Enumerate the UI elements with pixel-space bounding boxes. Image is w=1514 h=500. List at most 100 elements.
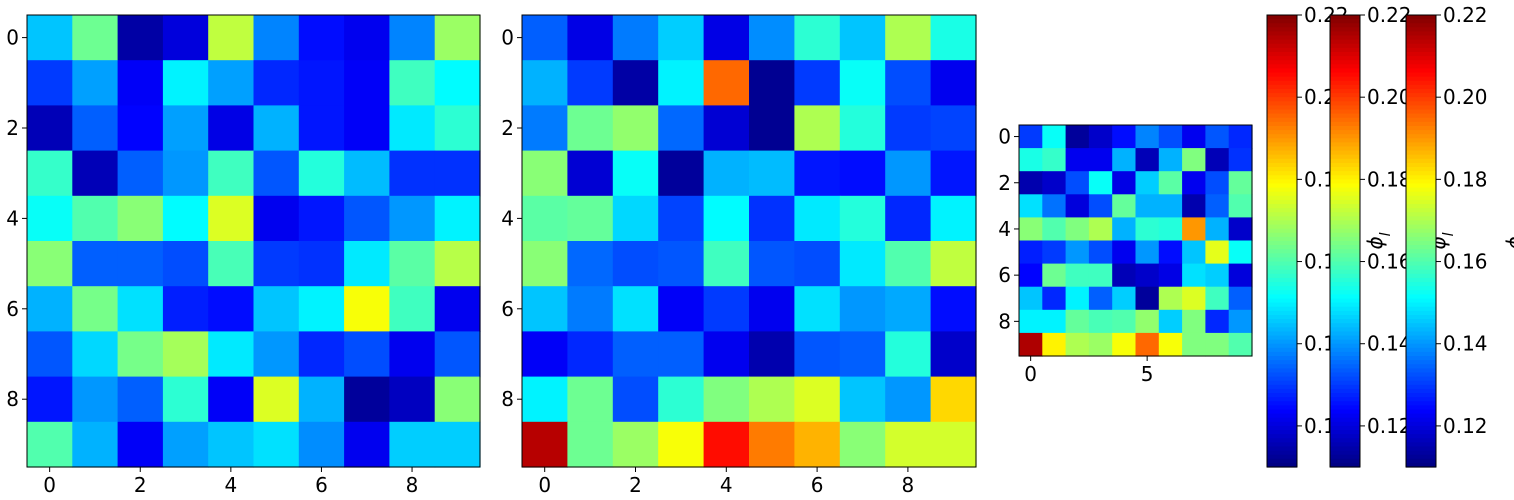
heatmap-cell bbox=[389, 15, 436, 61]
heatmap-cell bbox=[1158, 148, 1183, 172]
colorbar-segment bbox=[1330, 327, 1360, 332]
colorbar-tick-label: 0.14 bbox=[1367, 332, 1412, 356]
heatmap-cell bbox=[389, 286, 436, 332]
heatmap-cell bbox=[344, 15, 390, 61]
heatmap-cell bbox=[1042, 286, 1067, 311]
heatmap-cell bbox=[344, 241, 390, 287]
colorbar-segment bbox=[1330, 323, 1360, 328]
colorbar-segment bbox=[1267, 458, 1297, 464]
heatmap-cell bbox=[567, 195, 614, 242]
colorbar-segment bbox=[1330, 236, 1360, 242]
heatmap-cell bbox=[522, 60, 568, 106]
heatmap-cell bbox=[434, 195, 481, 242]
colorbar-segment bbox=[1406, 331, 1436, 337]
colorbar-segment bbox=[1406, 208, 1436, 213]
colorbar-segment bbox=[1406, 117, 1436, 123]
colorbar-segment bbox=[1267, 43, 1297, 49]
heatmap-cell bbox=[1182, 217, 1206, 242]
heatmap-cell bbox=[253, 421, 300, 468]
colorbar-2: 0.12 0.14 0.16 0.18 0.20 0.22 ϕl bbox=[1329, 3, 1457, 468]
colorbar-segment bbox=[1330, 183, 1360, 189]
colorbar-segment bbox=[1330, 93, 1360, 98]
y-tick-label: 0 bbox=[501, 26, 514, 50]
heatmap-cell bbox=[749, 60, 795, 106]
colorbar-segment bbox=[1267, 15, 1297, 20]
colorbar-segment bbox=[1267, 84, 1297, 90]
colorbar-segment bbox=[1406, 364, 1436, 369]
heatmap-cell bbox=[1135, 332, 1160, 357]
colorbar-segment bbox=[1330, 167, 1360, 172]
colorbar-segment bbox=[1330, 130, 1360, 135]
heatmap-cell bbox=[27, 105, 73, 152]
heatmap-cell bbox=[162, 286, 209, 332]
colorbar-segment bbox=[1267, 175, 1297, 180]
heatmap-cell bbox=[117, 286, 164, 332]
colorbar-segment bbox=[1267, 23, 1297, 28]
heatmap-cell bbox=[1065, 217, 1090, 242]
heatmap-cell bbox=[1019, 217, 1043, 242]
heatmap-cell bbox=[522, 286, 568, 332]
colorbar-segment bbox=[1330, 195, 1360, 201]
colorbar-segment bbox=[1330, 356, 1360, 361]
heatmap-cell bbox=[434, 15, 481, 61]
colorbar-segment bbox=[1406, 51, 1436, 57]
heatmap-cell bbox=[1135, 240, 1160, 265]
colorbar-segment bbox=[1406, 393, 1436, 398]
colorbar-segment bbox=[1267, 56, 1297, 61]
heatmap-cell bbox=[298, 376, 345, 423]
colorbar-segment bbox=[1267, 241, 1297, 246]
colorbar-segment bbox=[1330, 290, 1360, 296]
colorbar-label-subscript: l bbox=[1378, 232, 1394, 236]
heatmap-cell bbox=[253, 15, 300, 61]
heatmap-cell bbox=[117, 15, 164, 61]
heatmap-cell bbox=[1112, 240, 1137, 265]
heatmap-cell bbox=[885, 421, 932, 468]
colorbar-segment bbox=[1406, 462, 1436, 468]
heatmap-cell bbox=[1088, 217, 1113, 242]
colorbar-segment bbox=[1330, 277, 1360, 283]
colorbar-segment bbox=[1406, 232, 1436, 238]
colorbar-segment bbox=[1406, 253, 1436, 259]
heatmap-cell bbox=[27, 15, 73, 61]
colorbar-segment bbox=[1267, 121, 1297, 127]
colorbar-segment bbox=[1406, 401, 1436, 406]
colorbar-segment bbox=[1330, 430, 1360, 435]
heatmap-cell bbox=[522, 15, 568, 61]
heatmap-cell bbox=[703, 376, 750, 423]
heatmap-cell bbox=[839, 195, 886, 242]
heatmap-cell bbox=[885, 105, 932, 152]
heatmap-cell bbox=[253, 195, 300, 242]
colorbar-segment bbox=[1267, 290, 1297, 296]
colorbar-segment bbox=[1267, 269, 1297, 275]
colorbar-segment bbox=[1330, 450, 1360, 456]
heatmap-cell bbox=[298, 105, 345, 152]
heatmap-cell bbox=[434, 331, 481, 378]
colorbar-segment bbox=[1267, 167, 1297, 172]
colorbar-segment bbox=[1267, 409, 1297, 415]
heatmap-cell bbox=[1205, 194, 1230, 218]
colorbar-segment bbox=[1406, 265, 1436, 271]
heatmap-cell bbox=[72, 15, 119, 61]
heatmap-cell bbox=[1065, 309, 1090, 334]
colorbar-segment bbox=[1267, 302, 1297, 308]
heatmap-cell bbox=[749, 150, 795, 197]
colorbar-segment bbox=[1330, 154, 1360, 160]
colorbar-segment bbox=[1267, 372, 1297, 378]
heatmap-cell bbox=[839, 60, 886, 106]
heatmap-cell bbox=[72, 331, 119, 378]
colorbar-segment bbox=[1406, 27, 1436, 33]
colorbar-segment bbox=[1267, 277, 1297, 283]
colorbar-segment bbox=[1267, 142, 1297, 148]
heatmap-cell bbox=[1158, 309, 1183, 334]
heatmap-cell bbox=[208, 286, 255, 332]
colorbar-segment bbox=[1267, 179, 1297, 185]
heatmap-cell bbox=[344, 195, 390, 242]
colorbar-segment bbox=[1330, 351, 1360, 357]
heatmap-cell bbox=[208, 150, 255, 197]
heatmap-cell bbox=[162, 195, 209, 242]
colorbar-tick-label: 0.14 bbox=[1443, 332, 1488, 356]
colorbar-segment bbox=[1267, 101, 1297, 106]
heatmap-cell bbox=[117, 60, 164, 106]
colorbar-segment bbox=[1406, 405, 1436, 411]
